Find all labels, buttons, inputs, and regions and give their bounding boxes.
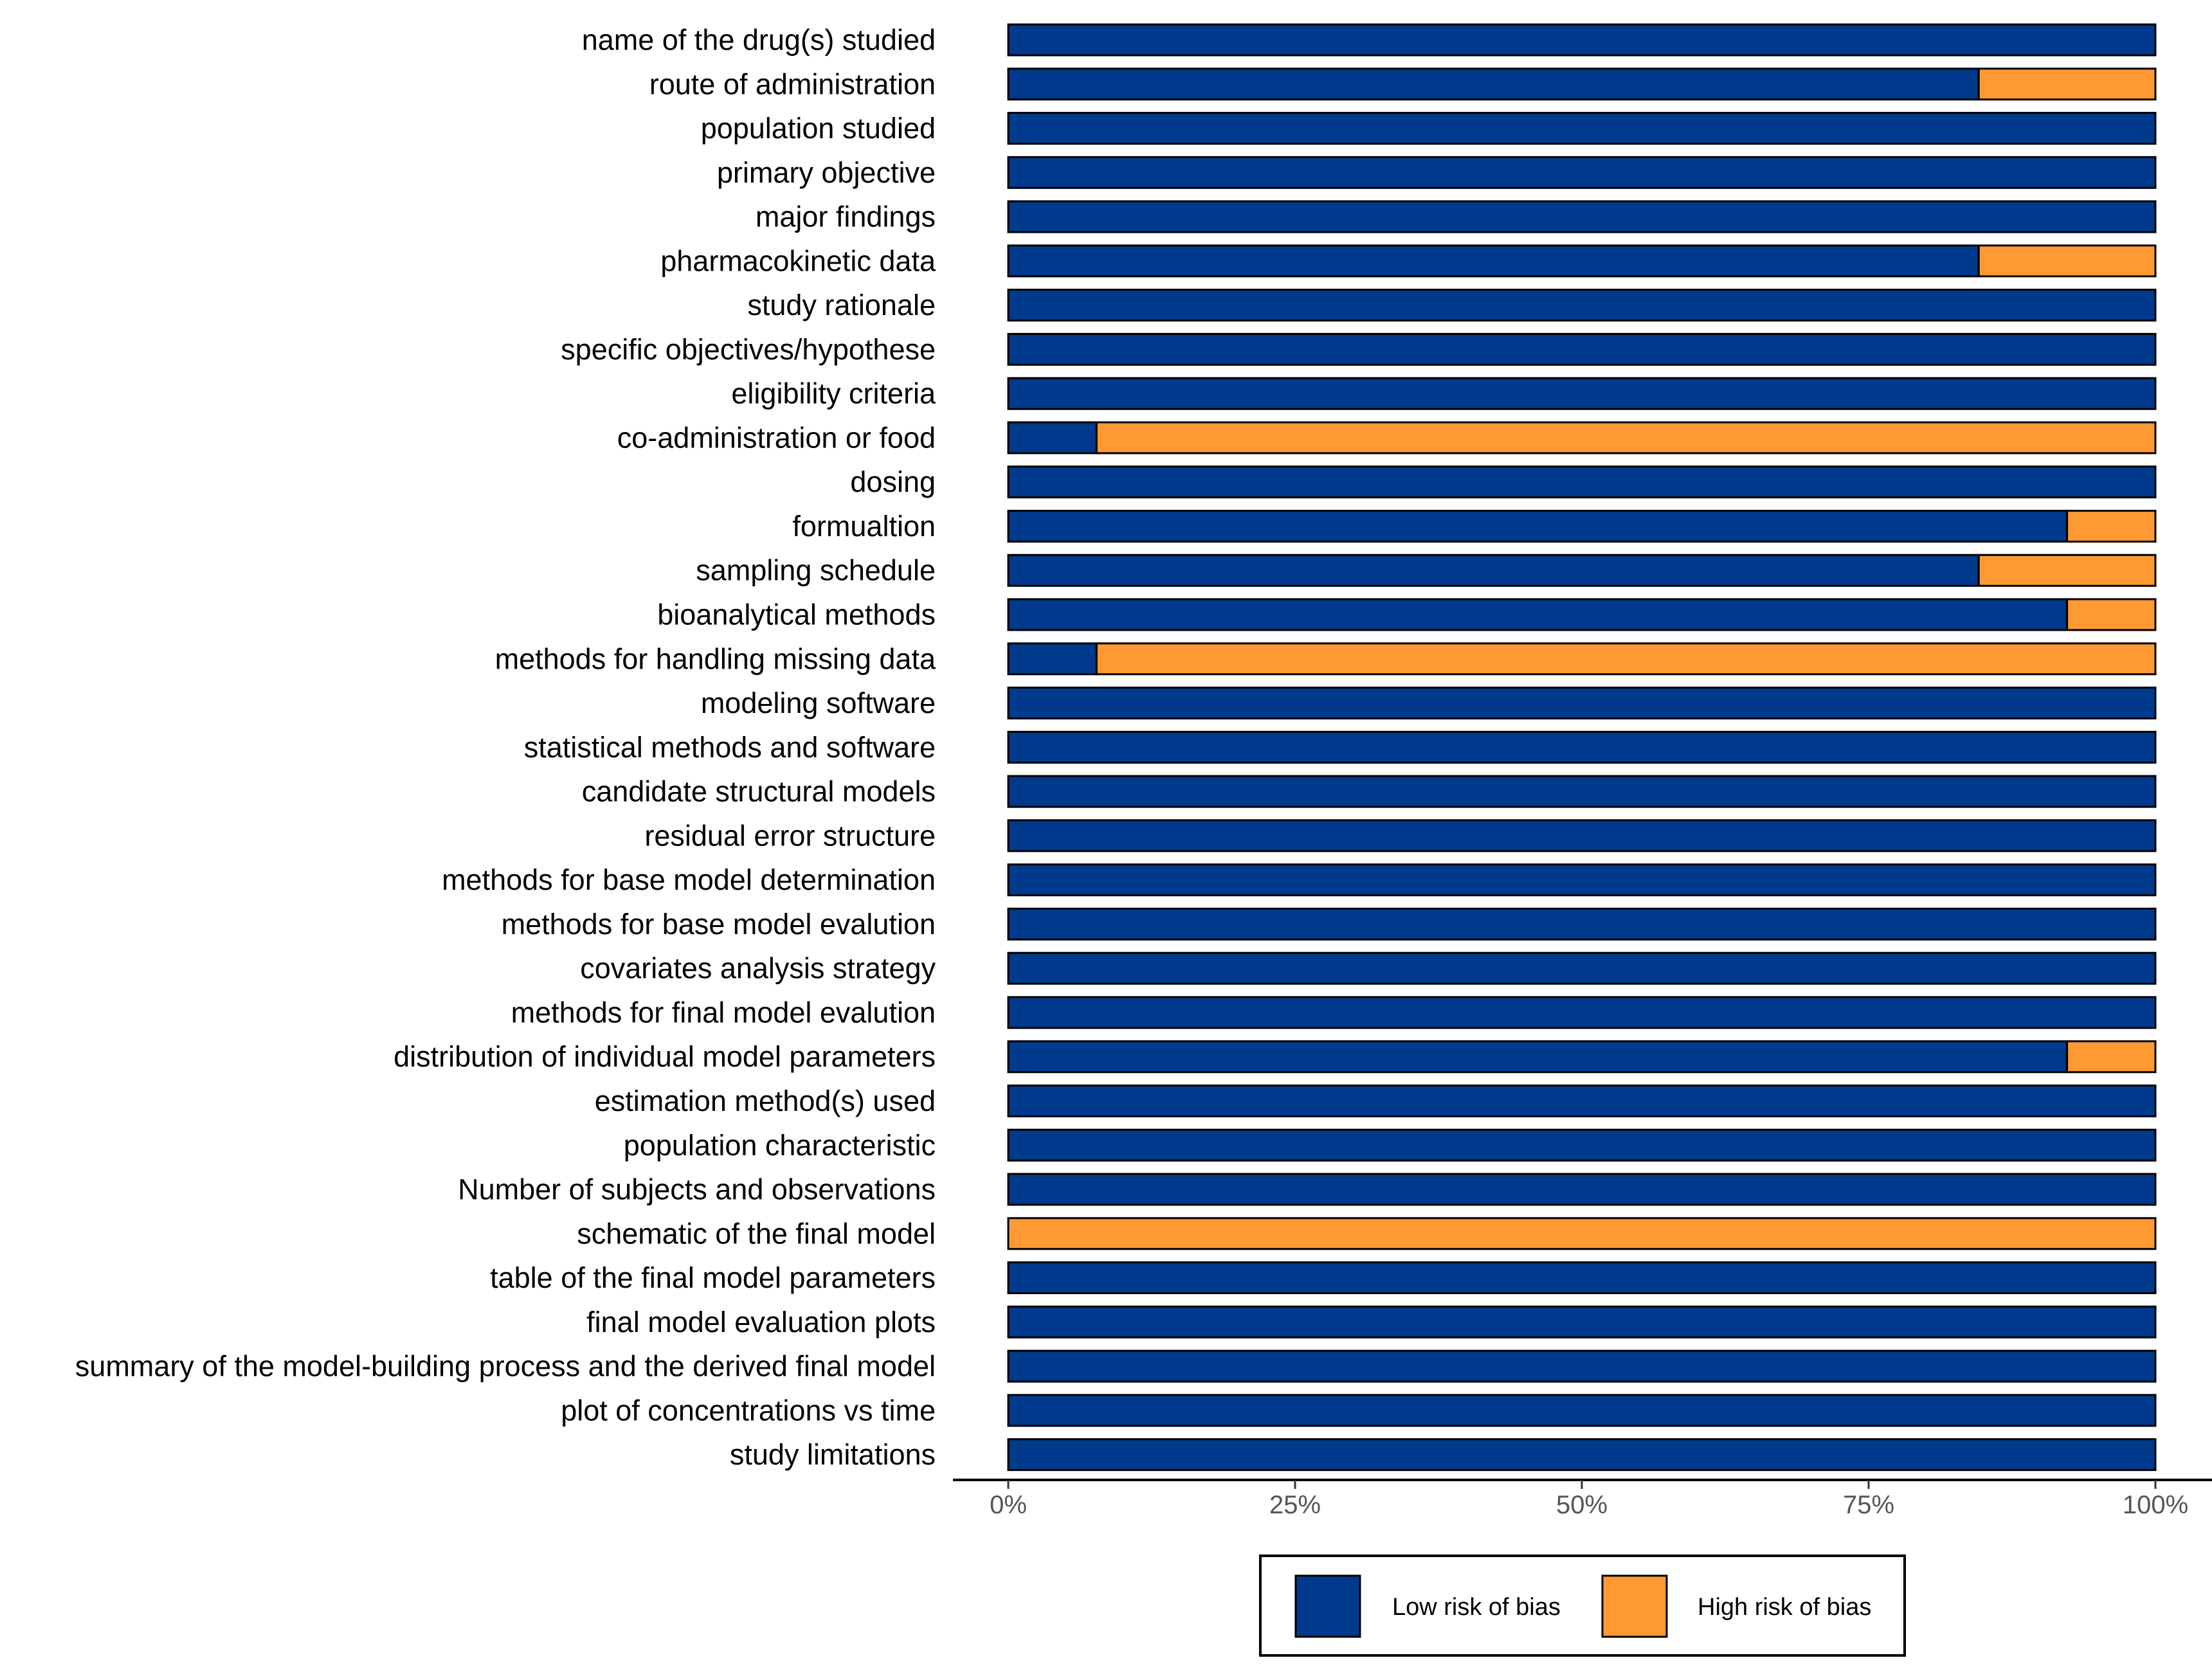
category-label: methods for base model determination <box>442 863 936 896</box>
bar-segment-high-risk <box>2066 598 2157 631</box>
bar-segment-low-risk <box>1007 598 2069 631</box>
bar-segment-high-risk <box>1095 642 2157 676</box>
category-label: summary of the model-building process an… <box>75 1350 936 1383</box>
x-tick-label: 50% <box>1556 1491 1608 1519</box>
category-label: covariates analysis strategy <box>580 952 936 985</box>
bar-segment-low-risk <box>1007 951 2157 985</box>
category-label: specific objectives/hypothese <box>561 333 936 366</box>
legend-label-high-risk: High risk of bias <box>1698 1594 1871 1621</box>
category-label: co-administration or food <box>617 421 936 454</box>
x-tick-label: 25% <box>1269 1491 1321 1519</box>
bar-segment-low-risk <box>1007 112 2157 145</box>
category-label: statistical methods and software <box>524 731 936 764</box>
bar-segment-low-risk <box>1007 465 2157 499</box>
bar-segment-low-risk <box>1007 687 2157 720</box>
category-label: name of the drug(s) studied <box>582 24 936 57</box>
bar-segment-low-risk <box>1007 1128 2157 1162</box>
category-label: major findings <box>756 201 936 233</box>
bar-segment-low-risk <box>1007 730 2157 764</box>
legend-key-high-risk <box>1601 1574 1668 1638</box>
category-label: table of the final model parameters <box>490 1261 936 1294</box>
bar-segment-low-risk <box>1007 1305 2157 1338</box>
category-label: methods for handling missing data <box>495 642 936 675</box>
category-label: plot of concentrations vs time <box>561 1394 936 1427</box>
category-label: methods for base model evalution <box>502 908 936 941</box>
bar-segment-low-risk <box>1007 1349 2157 1383</box>
category-label: methods for final model evalution <box>511 996 936 1029</box>
category-label: sampling schedule <box>696 554 936 587</box>
bar-segment-low-risk <box>1007 1438 2157 1472</box>
bar-segment-low-risk <box>1007 642 1098 676</box>
bar-segment-low-risk <box>1007 68 1980 101</box>
bar-segment-high-risk <box>1977 244 2157 278</box>
category-label: estimation method(s) used <box>595 1085 936 1117</box>
category-label: eligibility criteria <box>731 377 936 410</box>
bar-segment-low-risk <box>1007 421 1098 455</box>
bar-segment-low-risk <box>1007 1173 2157 1206</box>
category-labels: name of the drug(s) studied route of admi… <box>75 24 936 1472</box>
bar-segment-low-risk <box>1007 509 2069 543</box>
bar-segment-low-risk <box>1007 1261 2157 1295</box>
bar-segment-high-risk <box>1007 1217 2157 1250</box>
bar-segment-low-risk <box>1007 1040 2069 1074</box>
category-label: pharmacokinetic data <box>660 244 936 277</box>
bar-segment-low-risk <box>1007 156 2157 189</box>
category-label: study limitations <box>730 1438 936 1471</box>
legend: Low risk of bias High risk of bias <box>1259 1554 1906 1657</box>
legend-box <box>1259 1554 1906 1657</box>
bar-segment-low-risk <box>1007 1084 2157 1117</box>
bar-segment-high-risk <box>2066 509 2157 543</box>
category-label: route of administration <box>649 68 936 100</box>
category-label: distribution of individual model paramet… <box>394 1040 936 1073</box>
x-tick-label: 0% <box>990 1491 1027 1519</box>
category-label: Number of subjects and observations <box>458 1173 936 1206</box>
category-label: population studied <box>701 112 936 145</box>
bar-segment-low-risk <box>1007 377 2157 410</box>
bar-segment-high-risk <box>1977 68 2157 101</box>
x-tick-label: 75% <box>1843 1491 1894 1519</box>
bar-segment-high-risk <box>1977 554 2157 587</box>
legend-label-low-risk: Low risk of bias <box>1392 1594 1561 1621</box>
category-label: primary objective <box>717 156 936 189</box>
category-label: modeling software <box>701 687 936 719</box>
bar-segment-low-risk <box>1007 819 2157 852</box>
bar-segment-low-risk <box>1007 554 1980 587</box>
bar-segment-low-risk <box>1007 996 2157 1029</box>
legend-key-low-risk <box>1294 1574 1361 1638</box>
x-tick-label: 100% <box>2123 1491 2188 1519</box>
bar-segment-low-risk <box>1007 23 2157 57</box>
bars <box>1007 23 2157 1472</box>
bar-segment-high-risk <box>2066 1040 2157 1074</box>
category-label: residual error structure <box>644 819 936 852</box>
category-label: dosing <box>850 465 936 498</box>
bar-segment-low-risk <box>1007 863 2157 897</box>
bar-segment-low-risk <box>1007 289 2157 322</box>
bar-segment-low-risk <box>1007 775 2157 808</box>
category-label: formualtion <box>792 510 936 543</box>
bar-segment-low-risk <box>1007 1394 2157 1427</box>
category-label: final model evaluation plots <box>586 1306 936 1338</box>
bar-segment-low-risk <box>1007 200 2157 233</box>
x-axis: 0% 25% 50% 75% 100% <box>953 1479 2212 1519</box>
category-label: schematic of the final model <box>577 1217 936 1250</box>
category-label: study rationale <box>747 289 936 321</box>
bar-segment-low-risk <box>1007 244 1980 278</box>
bar-segment-low-risk <box>1007 907 2157 941</box>
bar-segment-high-risk <box>1095 421 2157 455</box>
category-label: bioanalytical methods <box>657 599 936 631</box>
bar-segment-low-risk <box>1007 332 2157 366</box>
category-label: population characteristic <box>624 1129 936 1162</box>
category-label: candidate structural models <box>582 775 936 808</box>
